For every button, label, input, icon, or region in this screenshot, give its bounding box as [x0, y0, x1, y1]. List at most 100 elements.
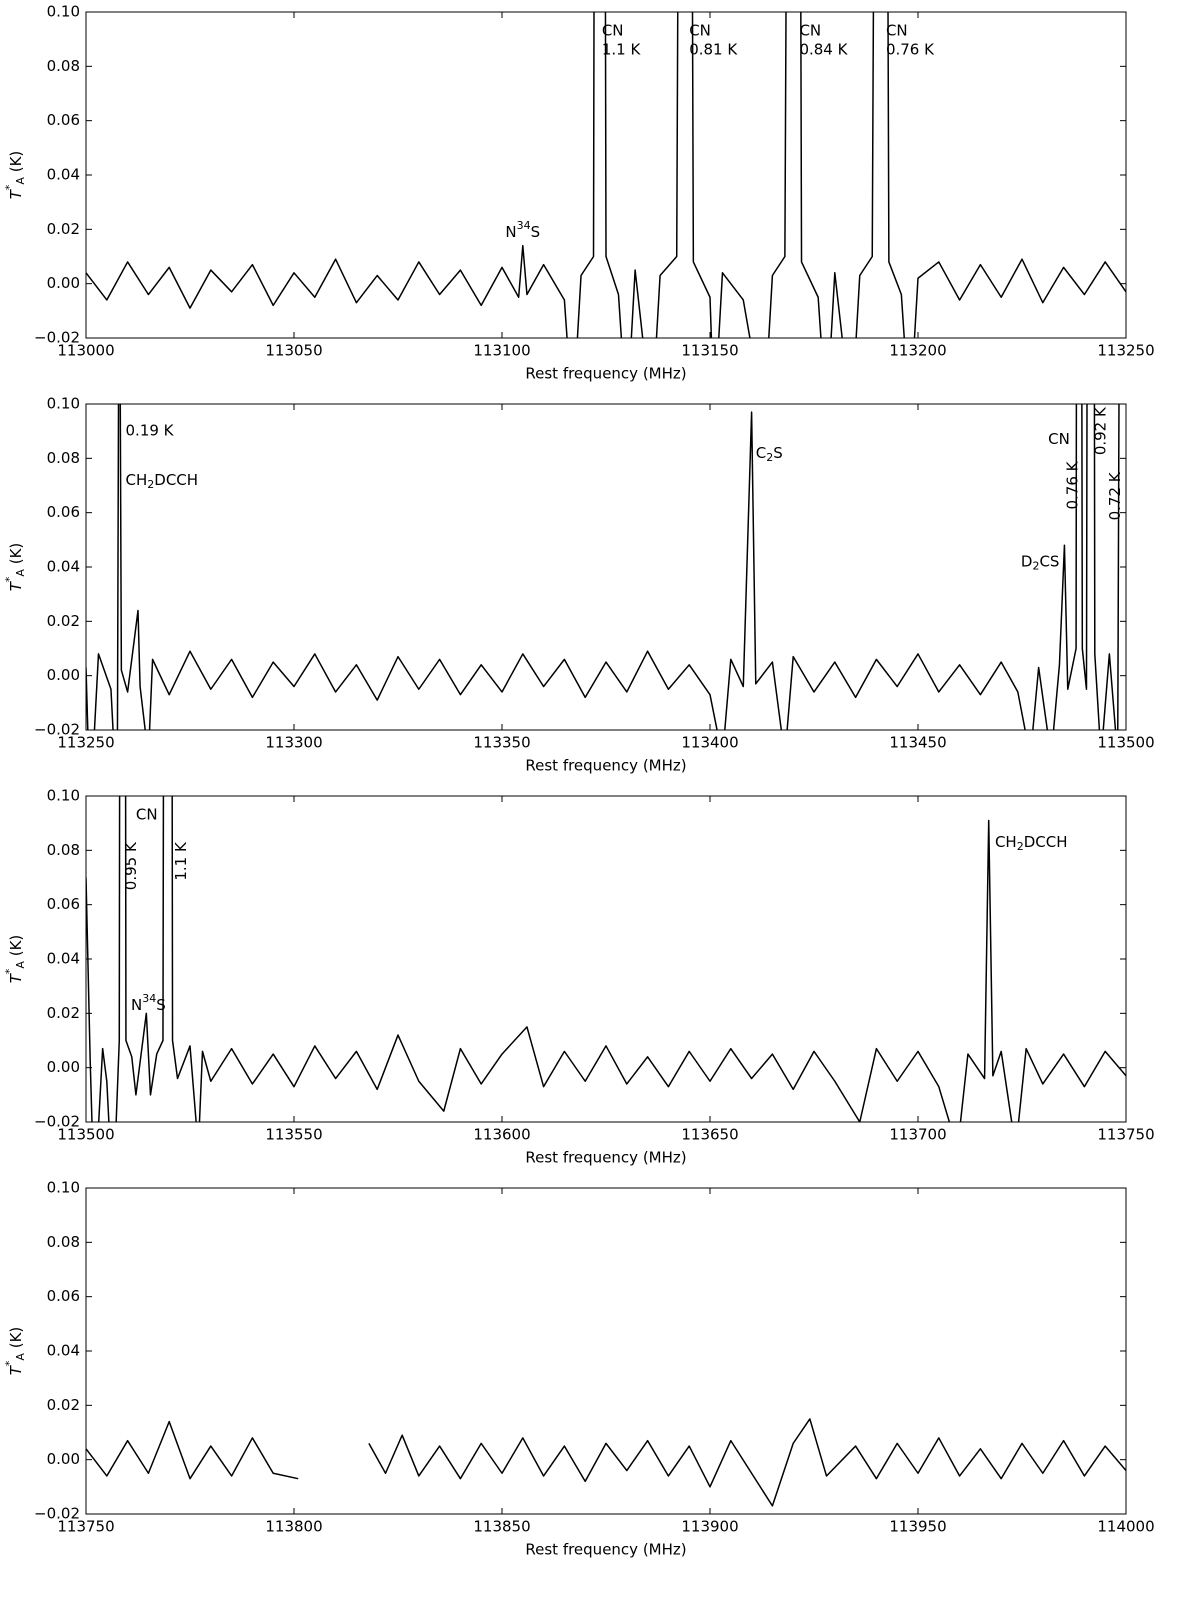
x-tick-label: 113800	[265, 1518, 322, 1536]
x-tick-label: 113600	[473, 1126, 530, 1144]
y-tick-label: 0.04	[47, 950, 80, 968]
x-tick-label: 113650	[681, 1126, 738, 1144]
line-annotation: 1.1 K	[172, 841, 190, 881]
x-tick-label: 113500	[57, 1126, 114, 1144]
y-tick-label: 0.08	[47, 449, 80, 467]
text-part: A	[14, 569, 27, 577]
y-tick-label: 0.06	[47, 503, 80, 521]
x-tick-label: 113150	[681, 342, 738, 360]
text-part: (K)	[7, 151, 25, 177]
plot-frame	[85, 403, 1127, 731]
x-tick-label: 113000	[57, 342, 114, 360]
spectrum-line	[86, 1418, 1126, 1507]
text-part: D	[1021, 552, 1033, 570]
y-tick-label: 0.04	[47, 1342, 80, 1360]
line-annotation: CN	[689, 22, 711, 40]
y-tick-label: 0.08	[47, 57, 80, 75]
plot-frame	[85, 1187, 1127, 1515]
text-part: CS	[1039, 552, 1059, 570]
panel: −0.02 0.00 0.02 0.04 0.06 0.08 0.10 113000 11305…	[3, 3, 1155, 383]
x-axis-label: Rest frequency (MHz)	[525, 365, 686, 383]
line-annotation: N34S	[131, 992, 166, 1014]
y-tick-label: 0.02	[47, 220, 80, 238]
line-annotation: 0.19 K	[126, 422, 175, 440]
y-tick-label: 0.00	[47, 666, 80, 684]
line-annotation: 0.76 K	[1063, 460, 1081, 509]
panel: −0.02 0.00 0.02 0.04 0.06 0.08 0.10 113500 11355…	[3, 787, 1155, 1167]
text-part: *	[3, 1360, 16, 1366]
text-part: T	[7, 580, 25, 591]
x-tick-label: 113200	[889, 342, 946, 360]
text-part: 34	[142, 992, 156, 1005]
x-tick-label: 113850	[473, 1518, 530, 1536]
y-tick-label: 0.02	[47, 1004, 80, 1022]
spectrum-line	[86, 796, 1126, 1122]
line-annotation: 0.95 K	[122, 841, 140, 890]
line-annotation: 0.84 K	[799, 41, 848, 59]
x-tick-label: 113250	[57, 734, 114, 752]
x-tick-label: 114000	[1097, 1518, 1154, 1536]
x-tick-label: 113100	[473, 342, 530, 360]
text-part: T	[7, 188, 25, 199]
line-annotation: D2CS	[1021, 552, 1060, 573]
text-part: *	[3, 968, 16, 974]
text-part: DCCH	[154, 471, 198, 489]
spectrum-line	[86, 404, 1120, 730]
line-annotation: CN	[886, 22, 908, 40]
y-tick-label: 0.10	[47, 395, 80, 413]
text-part: *	[3, 184, 16, 190]
y-tick-label: 0.00	[47, 274, 80, 292]
x-tick-label: 113500	[1097, 734, 1154, 752]
text-part: CH	[126, 471, 148, 489]
y-tick-label: 0.04	[47, 166, 80, 184]
y-tick-label: 0.04	[47, 558, 80, 576]
x-tick-label: 113300	[265, 734, 322, 752]
x-tick-label: 113250	[1097, 342, 1154, 360]
line-annotation: 0.81 K	[689, 41, 738, 59]
text-part: 2	[1017, 840, 1024, 853]
text-part: 2	[147, 478, 154, 491]
y-axis-label: T*A (K)	[3, 151, 27, 200]
y-tick-label: 0.08	[47, 841, 80, 859]
y-axis-label: T*A (K)	[3, 1327, 27, 1376]
y-axis-label: T*A (K)	[3, 935, 27, 984]
x-tick-label: 113350	[473, 734, 530, 752]
text-part: A	[14, 177, 27, 185]
y-axis-label: T*A (K)	[3, 543, 27, 592]
text-part: (K)	[7, 935, 25, 961]
spectrum-line	[86, 12, 1126, 338]
text-part: N	[505, 223, 516, 241]
text-part: T	[7, 1364, 25, 1375]
y-tick-label: 0.10	[47, 1179, 80, 1197]
text-part: DCCH	[1024, 833, 1068, 851]
plot-frame	[85, 795, 1127, 1123]
text-part: CH	[995, 833, 1017, 851]
x-tick-label: 113400	[681, 734, 738, 752]
text-part: S	[156, 996, 166, 1014]
line-annotation: CN	[799, 22, 821, 40]
line-annotation: N34S	[505, 219, 540, 241]
y-tick-label: 0.02	[47, 612, 80, 630]
line-annotation: CN	[602, 22, 624, 40]
line-annotation: CN	[1048, 430, 1070, 448]
x-tick-label: 113750	[57, 1518, 114, 1536]
line-annotation: 0.72 K	[1106, 471, 1124, 520]
line-annotation: CH2DCCH	[126, 471, 199, 492]
line-annotation: 1.1 K	[602, 41, 642, 59]
text-part: T	[7, 972, 25, 983]
x-tick-label: 113550	[265, 1126, 322, 1144]
x-tick-label: 113950	[889, 1518, 946, 1536]
y-tick-label: −0.02	[34, 1505, 80, 1523]
panel: −0.02 0.00 0.02 0.04 0.06 0.08 0.10 113750 11380…	[3, 1179, 1155, 1559]
x-tick-label: 113700	[889, 1126, 946, 1144]
x-tick-label: 113750	[1097, 1126, 1154, 1144]
y-tick-label: 0.00	[47, 1058, 80, 1076]
text-part: 2	[1032, 560, 1039, 573]
y-tick-label: 0.02	[47, 1396, 80, 1414]
text-part: 34	[517, 219, 531, 232]
text-part: (K)	[7, 543, 25, 569]
line-annotation: 0.76 K	[886, 41, 935, 59]
y-tick-label: 0.08	[47, 1233, 80, 1251]
x-axis-label: Rest frequency (MHz)	[525, 757, 686, 775]
